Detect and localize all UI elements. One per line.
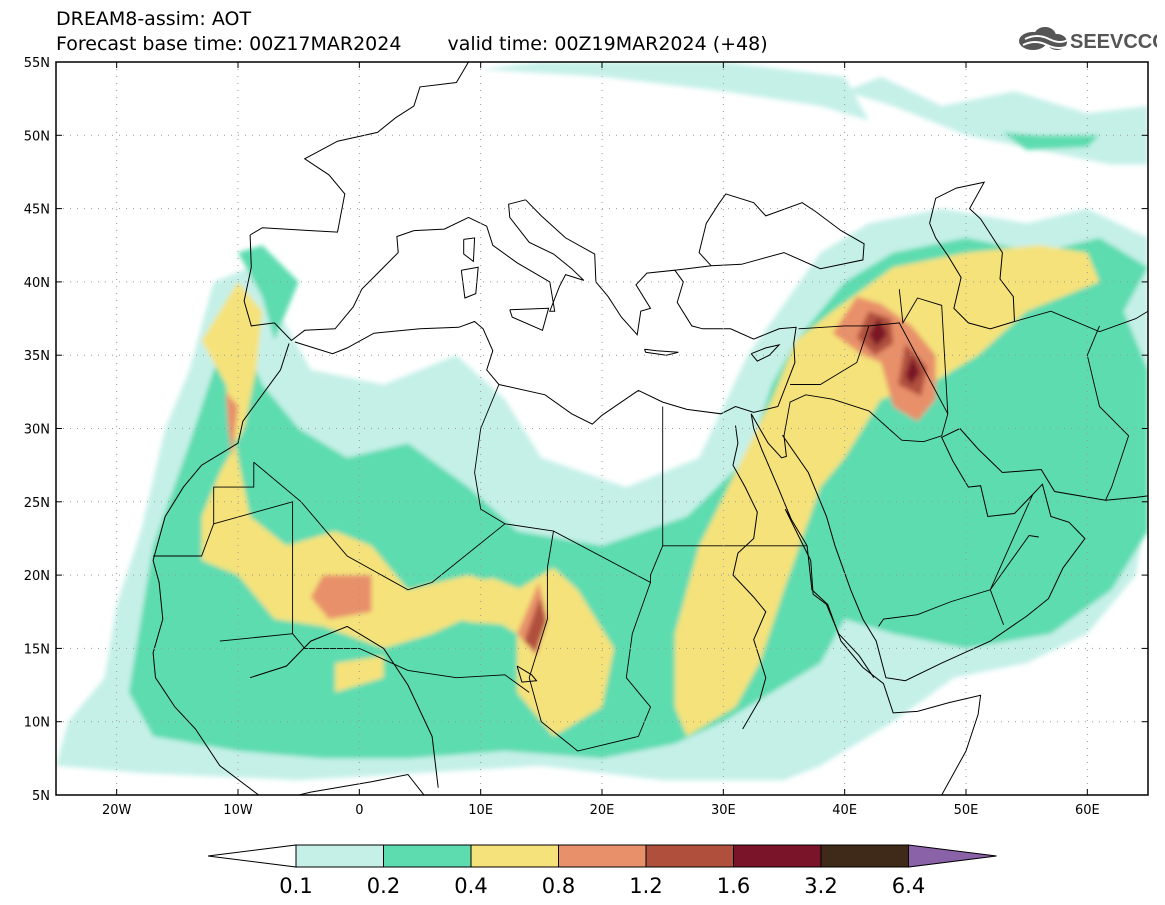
coastline: [296, 773, 425, 795]
aot-contour-level-5: [905, 355, 920, 385]
coastline: [249, 625, 439, 788]
coastline: [468, 199, 585, 312]
colorbar-over-arrow: [908, 844, 997, 868]
map-title: DREAM8-assim: AOT: [56, 8, 252, 30]
lat-label: 45N: [24, 203, 50, 218]
lon-label: 20E: [590, 803, 615, 818]
country-border: [480, 384, 500, 429]
logo-text: SEEVCCC: [1070, 31, 1157, 53]
aot-contour-level-1: [1002, 132, 1100, 150]
coastline: [509, 307, 550, 331]
colorbar-label: 0.2: [367, 874, 400, 898]
lat-label: 25N: [24, 496, 50, 511]
aot-contour-level-1: [238, 245, 299, 341]
lon-label: 10E: [468, 803, 493, 818]
country-border: [798, 325, 869, 330]
colorbar-label: 1.6: [717, 874, 750, 898]
colorbar-swatch: [295, 844, 384, 868]
map-subtitle: Forecast base time: 00Z17MAR2024 valid ti…: [56, 33, 768, 55]
country-border: [989, 535, 1039, 626]
forecast-base-time: Forecast base time: 00Z17MAR2024: [56, 33, 402, 55]
colorbar-swatch: [733, 844, 822, 868]
aot-contour-level-0: [480, 62, 869, 121]
coastline: [732, 425, 767, 730]
lon-label: 0: [355, 803, 363, 818]
colorbar-under-arrow: [207, 844, 297, 868]
coastline: [644, 348, 679, 356]
aot-field-contours: [56, 62, 1148, 781]
coastline: [674, 193, 865, 271]
colorbar-swatch: [558, 844, 647, 868]
country-border: [898, 289, 949, 414]
lon-label: 40E: [832, 803, 857, 818]
colorbar-label: 3.2: [804, 874, 837, 898]
cloud-icon: [1019, 27, 1072, 50]
aot-contour-level-2: [335, 655, 384, 693]
lat-label: 15N: [24, 642, 50, 657]
lon-label: 10W: [223, 803, 253, 818]
lat-label: 30N: [24, 423, 50, 438]
coastline: [929, 181, 1016, 330]
longitude-labels: 20W 10W 0 10E 20E 30E 40E 50E 60E: [102, 62, 1100, 818]
lat-label: 20N: [24, 569, 50, 584]
coastline: [294, 199, 797, 425]
country-border: [213, 501, 294, 634]
coastline: [243, 216, 469, 342]
lat-label: 50N: [24, 129, 50, 144]
colorbar-swatch: [820, 844, 909, 868]
country-border: [528, 531, 652, 752]
colorbar: 0.1 0.2 0.4 0.8 1.2 1.6 3.2 6.4: [207, 844, 997, 898]
coastline: [753, 428, 982, 795]
country-border: [1014, 310, 1148, 333]
country-border: [219, 633, 530, 693]
aot-contour-level-3: [310, 575, 372, 620]
lon-label: 30E: [711, 803, 736, 818]
colorbar-swatch: [383, 844, 472, 868]
country-border: [783, 322, 949, 443]
aot-contour-level-2: [432, 578, 542, 627]
colorbar-label: 0.4: [454, 874, 487, 898]
aot-contour-level-3: [225, 391, 238, 458]
colorbar-swatch: [470, 844, 559, 868]
coastline: [249, 62, 469, 236]
coastline: [784, 508, 875, 678]
colorbar-swatch: [645, 844, 734, 868]
lat-label: 5N: [32, 789, 50, 804]
lat-label: 40N: [24, 276, 50, 291]
colorbar-label: 1.2: [629, 874, 662, 898]
colorbar-label: 6.4: [892, 874, 925, 898]
lon-label: 50E: [954, 803, 979, 818]
country-border: [1086, 325, 1130, 501]
coastlines: [152, 62, 1148, 795]
country-border: [878, 494, 1034, 627]
colorbar-label: 0.1: [279, 874, 312, 898]
coastline: [463, 237, 476, 263]
lat-label: 35N: [24, 349, 50, 364]
lon-label: 60E: [1075, 803, 1100, 818]
lat-label: 10N: [24, 716, 50, 731]
country-border: [474, 428, 506, 525]
gridlines: [56, 62, 1148, 795]
colorbar-label: 0.8: [542, 874, 575, 898]
coastline: [750, 413, 1148, 682]
valid-time: valid time: 00Z19MAR2024 (+48): [447, 33, 768, 55]
lon-label: 20W: [102, 803, 132, 818]
aot-contour-level-4: [524, 597, 547, 652]
country-border: [153, 462, 255, 557]
seevccc-logo: SEEVCCC: [1019, 27, 1157, 53]
coastline: [750, 344, 781, 362]
coastline: [460, 266, 479, 299]
aot-contour-level-5: [868, 317, 888, 347]
coastline: [516, 665, 538, 683]
coastline: [152, 343, 290, 795]
latitude-labels: 55N 50N 45N 40N 35N 30N 25N 20N 15N 10N 5N: [24, 56, 1148, 804]
lat-label: 55N: [24, 56, 50, 71]
